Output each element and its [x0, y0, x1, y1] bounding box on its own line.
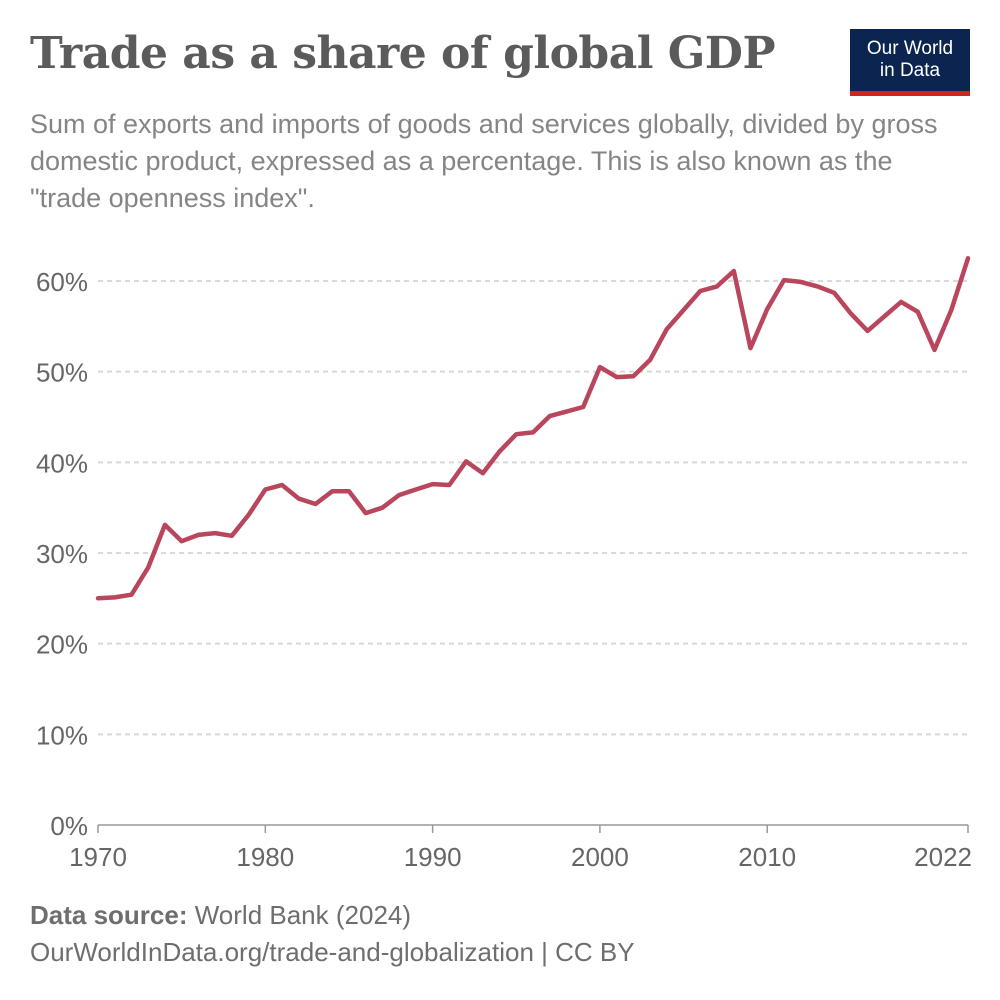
data-point [179, 539, 183, 543]
data-point [681, 308, 685, 312]
data-source: Data source: World Bank (2024) [30, 900, 411, 931]
y-tick-label: 10% [36, 720, 88, 750]
data-point [447, 483, 451, 487]
data-point [414, 487, 418, 491]
data-point [113, 595, 117, 599]
data-point [564, 409, 568, 413]
y-tick-label: 30% [36, 539, 88, 569]
x-tick-label: 1990 [404, 842, 462, 872]
data-source-label: Data source: [30, 900, 188, 930]
y-tick-label: 0% [50, 811, 88, 841]
data-point [648, 358, 652, 362]
data-point [899, 300, 903, 304]
data-point [363, 511, 367, 515]
data-point [297, 496, 301, 500]
x-tick-label: 1970 [69, 842, 127, 872]
data-point [280, 483, 284, 487]
data-point [765, 307, 769, 311]
data-point [966, 256, 970, 260]
data-point [698, 289, 702, 293]
data-point [949, 308, 953, 312]
data-point [163, 523, 167, 527]
y-tick-label: 50% [36, 358, 88, 388]
data-point [146, 565, 150, 569]
data-point [715, 284, 719, 288]
x-tick-label: 2010 [738, 842, 796, 872]
data-point [916, 310, 920, 314]
x-tick-label: 2022 [914, 842, 972, 872]
data-point [263, 487, 267, 491]
series-line-world [95, 256, 971, 601]
footer-url[interactable]: OurWorldInData.org/trade-and-globalizati… [30, 937, 635, 967]
data-point [932, 348, 936, 352]
data-point [430, 482, 434, 486]
data-source-value: World Bank (2024) [194, 900, 412, 930]
data-point [313, 502, 317, 506]
data-point [631, 374, 635, 378]
logo-line-2: in Data [879, 60, 941, 81]
data-point [548, 414, 552, 418]
logo-line-1: Our World [866, 38, 954, 59]
data-point [832, 291, 836, 295]
data-point [614, 375, 618, 379]
chart-subtitle: Sum of exports and imports of goods and … [30, 109, 938, 213]
chart-title: Trade as a share of global GDP [30, 28, 776, 79]
data-point [96, 596, 100, 600]
x-tick-label: 1980 [236, 842, 294, 872]
data-point [849, 311, 853, 315]
data-point [347, 489, 351, 493]
data-point [732, 269, 736, 273]
y-tick-label: 60% [36, 267, 88, 297]
data-point [497, 449, 501, 453]
data-point [481, 471, 485, 475]
data-point [865, 329, 869, 333]
data-point [230, 534, 234, 538]
data-point [882, 314, 886, 318]
data-point [665, 327, 669, 331]
data-point [815, 284, 819, 288]
data-point [514, 432, 518, 436]
data-point [798, 280, 802, 284]
data-point [129, 593, 133, 597]
y-tick-label: 20% [36, 630, 88, 660]
data-point [748, 346, 752, 350]
our-world-in-data-logo[interactable]: Our World in Data [850, 29, 970, 96]
x-tick-label: 2000 [571, 842, 629, 872]
y-tick-label: 40% [36, 448, 88, 478]
data-point [598, 365, 602, 369]
data-point [196, 533, 200, 537]
data-point [531, 430, 535, 434]
data-point [380, 505, 384, 509]
data-point [782, 278, 786, 282]
data-point [213, 531, 217, 535]
data-point [246, 513, 250, 517]
data-point [581, 405, 585, 409]
data-point [464, 459, 468, 463]
data-point [397, 493, 401, 497]
data-point [330, 489, 334, 493]
